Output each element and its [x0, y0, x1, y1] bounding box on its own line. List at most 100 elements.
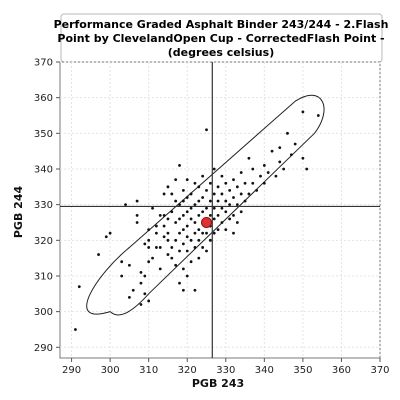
title-line-3: (degrees celsius) — [168, 46, 274, 59]
data-point — [120, 260, 124, 264]
data-point — [181, 188, 185, 192]
data-point — [239, 192, 243, 196]
data-point — [174, 221, 178, 224]
data-point — [216, 199, 220, 203]
data-point — [131, 288, 135, 292]
data-point — [193, 203, 197, 207]
data-point — [178, 217, 181, 221]
data-point — [212, 231, 216, 235]
data-point — [181, 242, 185, 246]
data-point — [166, 217, 170, 221]
data-point — [208, 199, 212, 203]
data-point — [139, 303, 143, 306]
data-point — [154, 231, 158, 235]
confidence-ellipse — [86, 94, 325, 316]
data-point — [205, 128, 208, 132]
data-point — [212, 192, 216, 196]
data-point — [193, 221, 197, 224]
data-point — [189, 260, 193, 264]
data-point — [181, 199, 185, 203]
y-tick-label: 370 — [34, 58, 53, 69]
data-point — [220, 192, 224, 196]
data-point — [197, 199, 201, 203]
data-point — [77, 285, 81, 289]
data-point — [170, 210, 174, 214]
data-point — [162, 192, 166, 196]
data-point — [205, 231, 208, 235]
data-point — [185, 224, 189, 228]
y-tick-label: 330 — [34, 200, 53, 211]
data-point — [178, 231, 181, 235]
data-point — [189, 206, 193, 210]
data-point — [208, 238, 212, 242]
data-point — [228, 217, 232, 221]
data-point — [162, 213, 166, 217]
data-point — [212, 167, 216, 171]
data-point — [120, 274, 124, 278]
data-point — [185, 274, 189, 278]
data-point — [235, 203, 239, 207]
data-point — [201, 210, 205, 214]
data-point — [232, 196, 235, 199]
data-point — [193, 181, 197, 185]
data-point — [189, 238, 193, 242]
data-point — [259, 174, 262, 178]
plot-frame — [59, 61, 381, 359]
data-point — [158, 246, 162, 249]
data-point — [151, 256, 154, 260]
data-point — [212, 217, 216, 221]
data-point — [266, 171, 270, 174]
data-point — [316, 114, 320, 117]
data-point — [147, 299, 151, 303]
data-point — [151, 206, 154, 210]
data-point — [220, 174, 224, 178]
data-point — [247, 156, 251, 160]
data-point — [139, 281, 143, 285]
y-tick-label: 360 — [34, 93, 53, 104]
data-point — [170, 256, 174, 260]
data-point — [154, 246, 158, 249]
data-point — [181, 213, 185, 217]
y-tick-label: 320 — [34, 236, 53, 247]
data-point — [139, 271, 143, 274]
data-point — [239, 210, 243, 214]
data-point — [197, 228, 201, 232]
x-tick-label: 300 — [101, 365, 120, 376]
data-point — [170, 192, 174, 196]
data-point — [135, 221, 139, 224]
x-tick-label: 350 — [293, 365, 312, 376]
data-point — [251, 181, 255, 185]
data-point — [193, 288, 197, 292]
data-point — [158, 213, 162, 217]
data-point — [220, 221, 224, 224]
data-point — [174, 238, 178, 242]
data-point — [189, 192, 193, 196]
data-point — [201, 246, 205, 249]
data-point — [174, 178, 178, 182]
data-point — [301, 110, 305, 114]
data-point — [201, 174, 205, 178]
data-point — [74, 328, 77, 331]
data-point — [251, 167, 255, 171]
data-point — [174, 199, 178, 203]
data-point — [208, 213, 212, 217]
y-tick-label: 290 — [34, 343, 53, 354]
data-point — [124, 203, 127, 207]
plot-area: 290 300 310 320 330 340 350 360 370 290 300 310 320 3… — [34, 58, 390, 377]
data-point — [154, 224, 158, 228]
data-point — [166, 231, 170, 235]
data-point — [228, 188, 232, 192]
x-tick-label: 310 — [139, 365, 158, 376]
data-point — [197, 185, 201, 189]
data-point — [197, 213, 201, 217]
data-point — [201, 231, 205, 235]
data-point — [178, 281, 181, 285]
data-point — [158, 267, 162, 271]
data-point — [193, 246, 197, 249]
data-point — [216, 213, 220, 217]
data-point — [174, 263, 178, 267]
x-tick-label: 330 — [216, 365, 235, 376]
data-point — [255, 188, 259, 192]
data-point — [181, 267, 185, 271]
